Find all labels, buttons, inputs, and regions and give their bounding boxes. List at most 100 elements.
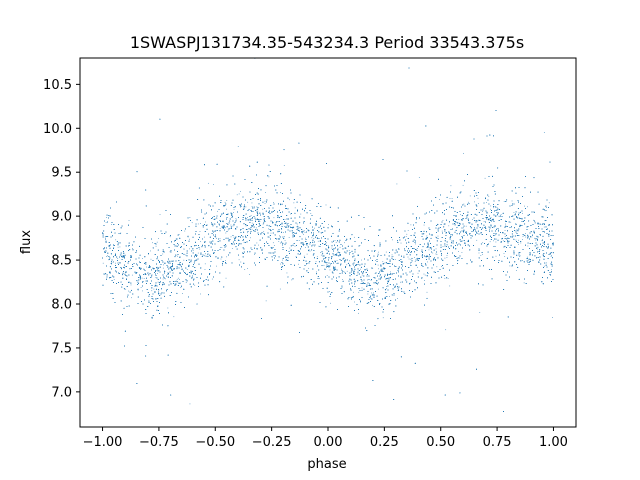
data-point: [158, 289, 160, 291]
data-point: [463, 152, 464, 154]
data-point: [354, 301, 355, 303]
data-point: [115, 262, 116, 264]
data-point: [334, 240, 336, 241]
data-point: [162, 278, 164, 280]
data-point: [183, 248, 185, 250]
data-point: [418, 258, 420, 260]
data-point: [194, 284, 196, 286]
data-point: [331, 241, 333, 243]
data-point: [183, 248, 185, 250]
data-point: [179, 272, 181, 274]
data-point: [207, 182, 209, 184]
data-point: [537, 248, 538, 250]
data-point: [270, 232, 272, 234]
data-point: [372, 293, 374, 295]
data-point: [396, 183, 398, 185]
data-point: [437, 224, 438, 226]
data-point: [164, 270, 165, 272]
data-point: [297, 225, 298, 227]
data-point: [391, 254, 393, 256]
data-point: [382, 264, 384, 265]
data-point: [410, 263, 411, 265]
data-point: [213, 232, 214, 233]
data-point: [205, 221, 206, 223]
data-point: [255, 227, 257, 229]
data-point: [491, 219, 493, 221]
data-point: [325, 262, 327, 264]
data-point: [479, 312, 481, 313]
data-point: [203, 236, 205, 238]
data-point: [257, 207, 259, 209]
data-point: [159, 214, 161, 216]
data-point: [382, 317, 384, 319]
data-point: [282, 232, 284, 233]
data-point: [483, 221, 485, 222]
data-point: [272, 252, 273, 254]
data-point: [370, 297, 372, 299]
data-point: [220, 215, 222, 216]
data-point: [407, 256, 409, 258]
data-point: [436, 266, 438, 268]
data-point: [475, 228, 476, 230]
data-point: [293, 234, 294, 236]
data-point: [441, 230, 443, 232]
data-point: [406, 233, 408, 235]
data-point: [151, 290, 153, 292]
data-point: [222, 221, 224, 223]
data-point: [372, 304, 373, 306]
data-point: [458, 222, 460, 224]
data-point: [350, 297, 352, 299]
data-point: [236, 219, 237, 221]
data-point: [524, 205, 525, 207]
data-point: [162, 253, 164, 255]
data-point: [130, 256, 131, 258]
data-point: [414, 242, 416, 243]
data-point: [106, 217, 107, 218]
data-point: [543, 132, 545, 133]
data-point: [115, 239, 117, 241]
data-point: [495, 233, 497, 234]
data-point: [244, 269, 246, 270]
data-point: [549, 252, 551, 254]
data-point: [548, 245, 549, 247]
data-point: [426, 235, 428, 237]
data-point: [192, 250, 194, 251]
data-point: [219, 228, 221, 229]
data-point: [309, 243, 311, 245]
data-point: [227, 229, 229, 231]
data-point: [242, 208, 244, 210]
data-point: [242, 215, 244, 216]
data-point: [416, 248, 418, 249]
data-point: [455, 222, 457, 224]
data-point: [268, 176, 270, 178]
data-point: [391, 256, 393, 257]
data-point: [357, 273, 359, 275]
data-point: [498, 215, 500, 217]
data-point: [467, 221, 469, 223]
data-point: [180, 287, 182, 288]
data-point: [537, 247, 539, 248]
data-point: [489, 229, 490, 231]
data-point: [240, 206, 241, 208]
data-point: [384, 262, 386, 264]
data-point: [468, 201, 469, 203]
data-point: [424, 274, 426, 276]
data-point: [423, 273, 425, 275]
data-point: [507, 242, 509, 244]
data-point: [346, 270, 348, 272]
data-point: [295, 256, 297, 258]
data-point: [548, 202, 550, 204]
data-point: [115, 254, 116, 255]
data-point: [152, 242, 153, 244]
data-point: [493, 219, 495, 221]
data-point: [492, 218, 494, 220]
data-point: [263, 221, 265, 223]
data-point: [504, 230, 506, 231]
data-point: [158, 291, 159, 293]
data-point: [390, 273, 392, 274]
data-point: [386, 288, 387, 290]
data-point: [157, 271, 159, 273]
data-point: [213, 184, 214, 185]
data-point: [349, 239, 351, 240]
data-point: [260, 234, 262, 235]
